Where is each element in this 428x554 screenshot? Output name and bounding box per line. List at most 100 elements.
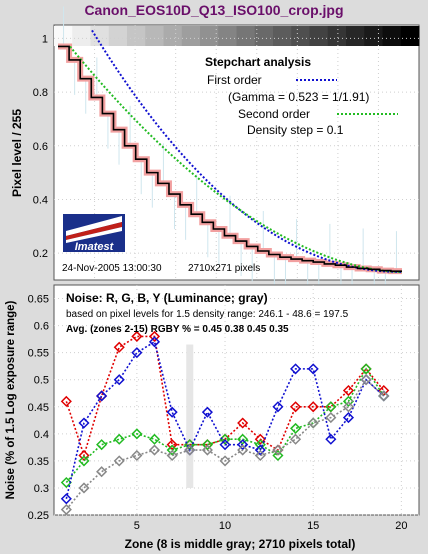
series-point-marker bbox=[60, 504, 72, 516]
gray-step-patch bbox=[108, 26, 128, 46]
series-point-marker bbox=[254, 433, 266, 445]
series-point-marker bbox=[96, 439, 108, 451]
gray-step-patch bbox=[364, 26, 383, 46]
stepchart-y-tick-label: 0.8 bbox=[33, 87, 48, 99]
gray-step-patch bbox=[327, 26, 347, 46]
gray-step-strip bbox=[54, 26, 420, 46]
noise-xlabel: Zone (8 is middle gray; 2710 pixels tota… bbox=[125, 537, 356, 551]
series-point-marker bbox=[78, 417, 90, 429]
series-y bbox=[60, 374, 390, 516]
series-point-marker bbox=[201, 439, 213, 451]
series-point-marker bbox=[148, 444, 161, 456]
series-point-marker bbox=[113, 455, 125, 467]
series-point-marker bbox=[78, 455, 90, 467]
first-order-fit-line bbox=[91, 29, 403, 273]
noise-x-tick-label: 5 bbox=[134, 520, 140, 532]
noise-plot-area bbox=[53, 284, 420, 516]
series-point-marker bbox=[325, 433, 337, 445]
series-point-marker bbox=[96, 466, 108, 478]
series-point-marker bbox=[360, 374, 372, 386]
series-point-marker bbox=[148, 433, 161, 445]
series-point-marker bbox=[307, 417, 319, 429]
series-point-marker bbox=[219, 439, 231, 451]
noise-y-tick-label: 0.4 bbox=[34, 429, 49, 441]
noise-average: Avg. (zones 2-15) RGBY % = 0.45 0.38 0.4… bbox=[66, 324, 289, 335]
series-y-line bbox=[65, 378, 385, 511]
series-point-marker bbox=[166, 449, 178, 462]
series-point-marker bbox=[342, 395, 355, 407]
legend-density-step: Density step = 0.1 bbox=[247, 123, 344, 137]
noise-y-tick-label: 0.35 bbox=[28, 456, 49, 468]
noise-y-tick-label: 0.3 bbox=[34, 483, 49, 495]
gray-step-patch bbox=[90, 26, 110, 46]
gray-step-patch bbox=[382, 26, 402, 46]
series-point-marker bbox=[113, 341, 125, 353]
series-point-marker bbox=[290, 401, 302, 413]
gray-step-patch bbox=[218, 26, 237, 46]
series-point-marker bbox=[237, 439, 249, 451]
series-point-marker bbox=[148, 330, 161, 342]
stepchart-date: 24-Nov-2005 13:00:30 bbox=[62, 263, 162, 274]
series-point-marker bbox=[131, 330, 143, 342]
stepchart-image-size: 2710x271 pixels bbox=[188, 263, 260, 274]
noise-x-tick-label: 20 bbox=[395, 520, 407, 532]
stepchart-ylabel: Pixel level / 255 bbox=[10, 109, 24, 197]
series-g-line bbox=[65, 367, 385, 484]
noise-x-tick-label: 10 bbox=[219, 520, 231, 532]
series-point-marker bbox=[219, 455, 231, 467]
series-point-marker bbox=[325, 412, 337, 424]
series-point-marker bbox=[360, 363, 372, 375]
middle-gray-band bbox=[186, 344, 194, 488]
noise-y-tick-label: 0.5 bbox=[34, 375, 49, 387]
stepchart-y-tick-label: 1 bbox=[42, 33, 48, 45]
series-point-marker bbox=[96, 390, 108, 402]
series-point-marker bbox=[237, 444, 249, 456]
series-point-marker bbox=[254, 444, 266, 456]
series-point-marker bbox=[237, 433, 249, 445]
legend-second-order: Second order bbox=[238, 107, 310, 121]
series-point-marker bbox=[342, 401, 355, 413]
gray-step-patch bbox=[127, 26, 146, 46]
stepchart-title: Stepchart analysis bbox=[205, 55, 311, 69]
series-point-marker bbox=[272, 449, 284, 462]
noise-y-tick-label: 0.55 bbox=[28, 348, 49, 360]
stepchart-panel: 0.2 0.4 0.6 0.8 1 Stepchart analysis First o… bbox=[10, 6, 420, 306]
gray-step-patch bbox=[200, 26, 219, 46]
series-point-marker bbox=[272, 401, 284, 413]
gray-step-patch bbox=[309, 26, 329, 46]
gray-step-patch bbox=[236, 26, 256, 46]
series-point-marker bbox=[290, 363, 302, 375]
series-point-marker bbox=[290, 433, 302, 445]
series-point-marker bbox=[131, 428, 143, 440]
gray-step-patch bbox=[400, 26, 420, 46]
series-point-marker bbox=[237, 417, 249, 429]
series-point-marker bbox=[148, 336, 161, 348]
series-point-marker bbox=[272, 444, 284, 456]
noise-series bbox=[60, 330, 390, 516]
gray-step-patch bbox=[163, 26, 183, 46]
series-point-marker bbox=[60, 476, 72, 489]
gray-step-patch bbox=[273, 26, 292, 46]
series-point-marker bbox=[166, 444, 178, 456]
series-point-marker bbox=[131, 347, 143, 359]
stepchart-y-tick-label: 0.6 bbox=[33, 141, 48, 153]
series-point-marker bbox=[201, 444, 213, 456]
stepchart-y-tick-label: 0.4 bbox=[33, 194, 48, 206]
noise-y-tick-label: 0.6 bbox=[34, 321, 49, 333]
stepchart-y-tick-label: 0.2 bbox=[33, 248, 48, 260]
noise-title: Noise: R, G, B, Y (Luminance; gray) bbox=[66, 291, 268, 305]
noise-y-tick-label: 0.45 bbox=[28, 402, 49, 414]
noise-y-tick-label: 0.65 bbox=[28, 294, 49, 306]
series-point-marker bbox=[113, 433, 125, 445]
measured-steps-line bbox=[58, 45, 402, 272]
series-b-line bbox=[65, 340, 385, 499]
series-point-marker bbox=[307, 363, 319, 375]
series-point-marker bbox=[325, 401, 337, 413]
series-point-marker bbox=[307, 401, 319, 413]
series-point-marker bbox=[166, 406, 178, 418]
figure-title: Canon_EOS10D_Q13_ISO100_crop.jpg bbox=[84, 2, 344, 18]
legend-first-order: First order bbox=[207, 73, 262, 87]
series-point-marker bbox=[184, 444, 196, 456]
logo-text: Imatest bbox=[75, 241, 115, 253]
legend-gamma: (Gamma = 0.523 = 1/1.91) bbox=[228, 90, 369, 104]
